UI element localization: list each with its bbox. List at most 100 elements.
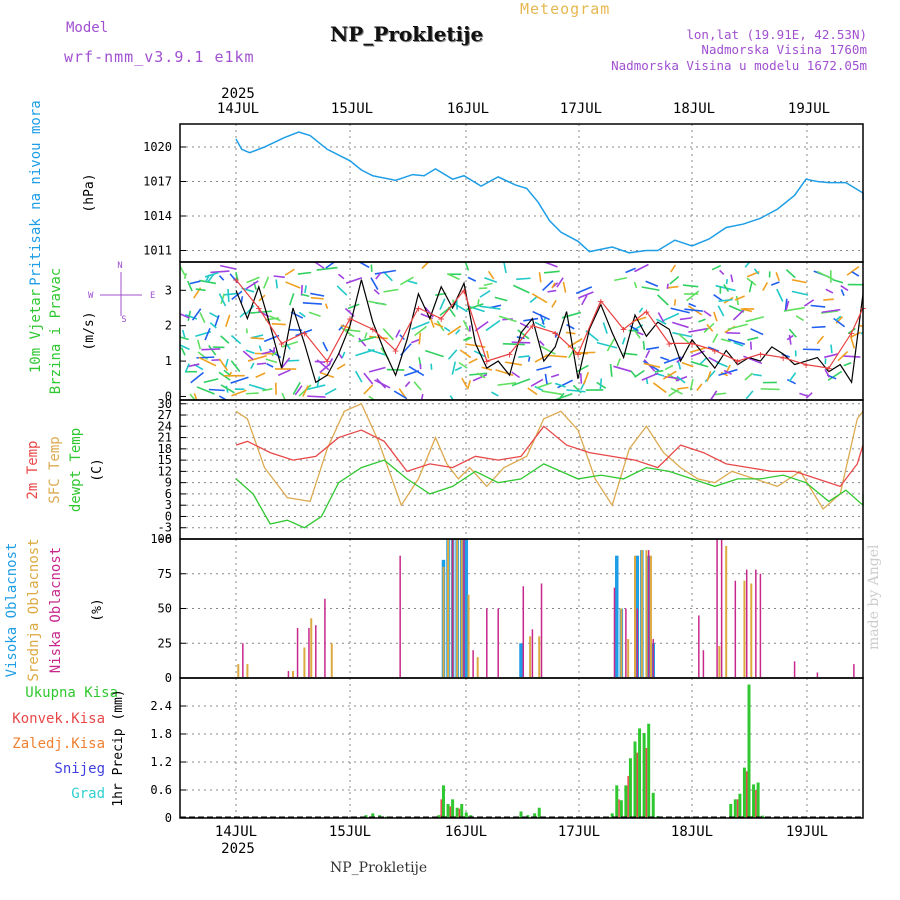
wind-arrow (186, 280, 193, 292)
wind-arrow (224, 292, 237, 296)
wind-arrow (516, 336, 525, 340)
gust-marker: + (848, 327, 855, 340)
wind-arrow (630, 370, 636, 377)
wind-arrow (718, 298, 733, 302)
wind-arrow (816, 335, 825, 345)
wind-arrow (554, 332, 558, 338)
wind-arrow (511, 341, 531, 344)
cloud-bar (538, 636, 541, 677)
wind-arrow (487, 270, 495, 280)
wind-arrow (413, 381, 422, 391)
wind-arrow (574, 351, 596, 354)
wind-arrow (678, 333, 690, 344)
wind-arrow (703, 310, 712, 317)
wind-arrow (338, 352, 343, 359)
wind-arrow (218, 358, 229, 371)
precip-bar (440, 799, 442, 818)
precip-bar (633, 741, 637, 818)
wind-arrow (218, 293, 227, 307)
wind-arrow (179, 336, 189, 341)
wind-arrow (341, 351, 346, 359)
wind-arrow (538, 272, 542, 283)
cloud-bar (463, 539, 465, 677)
wind-arrow (606, 338, 615, 352)
cloud-bar (330, 643, 333, 677)
wind-arrow (363, 384, 374, 395)
wind-arrow (383, 288, 399, 293)
wind-arrow (660, 356, 670, 362)
model-label: Model (66, 20, 109, 36)
wind-arrow (614, 276, 628, 282)
wind-arrow (811, 325, 826, 329)
wind-arrow (824, 368, 831, 378)
wind-arrow (208, 345, 217, 356)
wind-arrow (245, 280, 259, 290)
wind-arrow (454, 366, 463, 372)
y-tick-label: 0.6 (150, 783, 172, 797)
wind-arrow (673, 299, 677, 306)
wind-arrow (255, 372, 266, 378)
wind-arrow (294, 385, 303, 396)
precip-bar (449, 806, 452, 818)
gust-marker: + (620, 323, 627, 336)
wind-arrow (518, 355, 530, 358)
cloud-bar (652, 639, 654, 677)
wind-arrow (745, 390, 754, 400)
wind-arrow (229, 273, 239, 284)
wind-arrow (180, 347, 186, 356)
cloud-title-high: Visoka Oblacnost (4, 543, 20, 678)
wind-arrow (472, 373, 488, 382)
wind-arrow (286, 359, 300, 362)
wind-arrow (359, 261, 370, 269)
wind-arrow (752, 373, 762, 377)
cloud-bar (242, 643, 244, 677)
wind-arrow (788, 372, 797, 382)
wind-arrow (325, 261, 335, 269)
gust-marker: + (529, 320, 536, 333)
wind-arrow (201, 348, 221, 351)
cloud-bar (759, 573, 762, 677)
wind-arrow (421, 261, 430, 270)
wind-arrow (280, 357, 291, 369)
wind-arrow (609, 363, 613, 377)
wind-arrow (634, 369, 645, 378)
temp-line-dewpt-temp (235, 459, 864, 529)
wind-arrow (220, 384, 235, 394)
product-title: Meteogram (520, 0, 611, 18)
wind-arrow (734, 295, 745, 301)
y-tick-label: 0 (165, 671, 172, 685)
cloud-bar (634, 555, 636, 677)
wind-arrow (242, 350, 254, 361)
wind-arrow (681, 361, 694, 368)
cloud-bar (497, 608, 499, 677)
wind-arrow (711, 264, 722, 271)
wind-arrow (199, 279, 217, 285)
cloud-bar (296, 627, 299, 677)
wind-arrow (851, 271, 860, 277)
wind-arrow (262, 388, 273, 392)
wind-arrow (784, 298, 788, 311)
wind-arrow (732, 309, 745, 321)
wind-arrow (273, 275, 285, 279)
wind-arrow (484, 276, 498, 284)
wind-arrow (676, 375, 686, 384)
cloud-bar (698, 615, 700, 677)
day-label-bottom: 14JUL (215, 824, 257, 840)
wind-arrow (684, 308, 703, 312)
wind-arrow (723, 369, 732, 375)
wind-arrow (374, 269, 397, 275)
wind-arrow (301, 293, 310, 298)
wind-arrow (411, 321, 430, 330)
cloud-bar (460, 539, 463, 677)
wind-arrow (550, 373, 560, 378)
wind-arrow (545, 354, 567, 358)
wind-arrow (505, 361, 523, 366)
cloud-bar (627, 639, 630, 677)
day-label-top: 18JUL (673, 101, 715, 117)
y-tick-label: 18 (158, 442, 172, 456)
axis-labels: 10201017101410113210302724211815129630-3… (143, 86, 830, 857)
wind-arrow (316, 376, 321, 387)
wind-arrow (250, 337, 264, 340)
year-label-top: 2025 (221, 86, 255, 102)
